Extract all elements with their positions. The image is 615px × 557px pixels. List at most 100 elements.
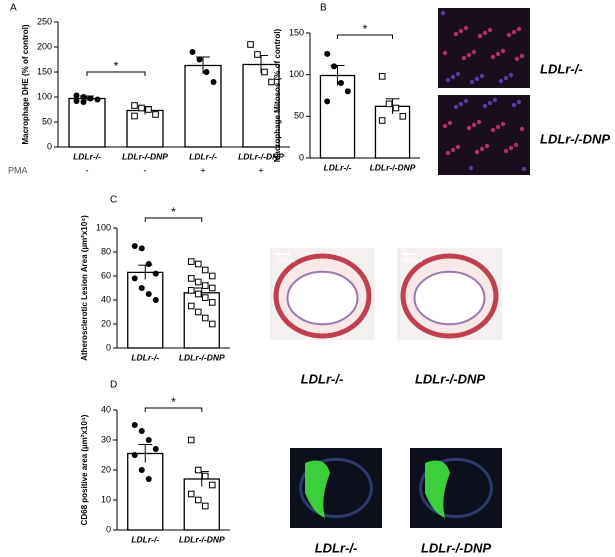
significance-bracket [144, 407, 203, 412]
data-point [94, 96, 101, 103]
data-point [138, 104, 145, 112]
cell [477, 33, 483, 39]
data-point [152, 446, 159, 452]
cell [514, 56, 520, 62]
cell [445, 77, 451, 83]
panel-label: D [110, 380, 117, 391]
x-tick-label: LDLr-/-DNP [179, 534, 225, 544]
cell [471, 49, 477, 55]
image-bg [438, 8, 530, 88]
data-point [145, 261, 152, 267]
cell [490, 127, 496, 133]
data-point [145, 291, 152, 297]
tissue-inner [413, 270, 486, 326]
y-tick-label: 50 [294, 111, 304, 121]
data-point [145, 476, 152, 482]
data-point [131, 243, 138, 249]
y-tick-label: 40 [101, 404, 111, 414]
bar [127, 271, 164, 349]
cell [440, 10, 446, 16]
x-tick-label: LDLr-/-DNP [122, 151, 168, 161]
data-point [392, 104, 400, 112]
y-tick-label: 100 [96, 222, 111, 232]
cell [463, 25, 469, 31]
y-tick-label: 30 [101, 434, 111, 444]
data-point [187, 302, 195, 310]
image-caption: LDLr-/-DNP [415, 371, 485, 386]
cell [482, 30, 488, 36]
data-point [337, 80, 344, 86]
significance-bracket [337, 34, 393, 39]
cell [487, 100, 493, 106]
cell [506, 32, 512, 38]
y-tick-label: 200 [37, 41, 52, 51]
data-point [73, 92, 80, 99]
bar [242, 63, 280, 148]
vessel [299, 457, 373, 519]
cell [511, 102, 517, 108]
data-point [201, 502, 209, 510]
bar [319, 74, 356, 159]
data-point [187, 436, 195, 444]
data-point [201, 472, 209, 480]
cell [500, 48, 506, 54]
cell [466, 52, 472, 58]
scale-label: 250 µm [402, 259, 422, 265]
data-point [201, 314, 209, 322]
data-point [87, 95, 94, 102]
x-tick-label: LDLr-/- [324, 162, 352, 172]
data-point [324, 50, 331, 57]
stain [425, 460, 450, 518]
significance-label: * [171, 395, 176, 409]
cell [484, 143, 490, 149]
data-point [201, 282, 209, 289]
significance-bracket [86, 71, 146, 76]
x-tick-label: LDLr-/- [73, 151, 101, 161]
cell [461, 55, 467, 61]
cell [455, 144, 461, 150]
x-tick-label: LDLr-/- [131, 352, 159, 362]
cell [490, 54, 496, 60]
y-tick-label: 100 [37, 91, 52, 101]
data-point [152, 297, 159, 303]
cell [513, 142, 519, 148]
row-value: + [200, 165, 205, 175]
y-tick-label: 0 [299, 152, 304, 162]
y-axis-label: Atherosclerotic Lesion Area (µm²x10⁴) [80, 215, 89, 361]
data-point [268, 78, 275, 86]
cell [466, 125, 472, 131]
y-tick-label: 50 [42, 116, 52, 126]
data-point [399, 113, 407, 120]
cell [474, 76, 480, 82]
cell [479, 73, 485, 79]
micrograph [438, 8, 530, 88]
y-tick-label: 0 [106, 342, 111, 352]
cell [508, 145, 514, 151]
cell [469, 79, 475, 85]
image-caption: LDLr-/- [301, 371, 344, 386]
data-point [196, 56, 203, 63]
significance-bracket [144, 217, 203, 222]
data-point [189, 49, 196, 55]
cell [453, 104, 459, 110]
cell [503, 75, 509, 81]
data-point [73, 98, 80, 104]
cell [521, 166, 527, 172]
data-point [138, 467, 145, 473]
tissue-inner [286, 270, 359, 326]
image-bg [438, 95, 530, 175]
data-point [194, 278, 202, 286]
panel-label: C [110, 195, 117, 206]
data-point [201, 266, 209, 274]
bar [68, 97, 106, 148]
image-caption: LDLr-/- [315, 540, 358, 555]
data-point [152, 111, 159, 118]
data-point [247, 41, 254, 48]
data-point [145, 437, 152, 443]
data-point [261, 68, 268, 76]
y-tick-label: 250 [37, 16, 52, 26]
cell [482, 103, 488, 109]
data-point [201, 294, 209, 301]
cell [519, 126, 525, 132]
data-point [208, 284, 216, 292]
